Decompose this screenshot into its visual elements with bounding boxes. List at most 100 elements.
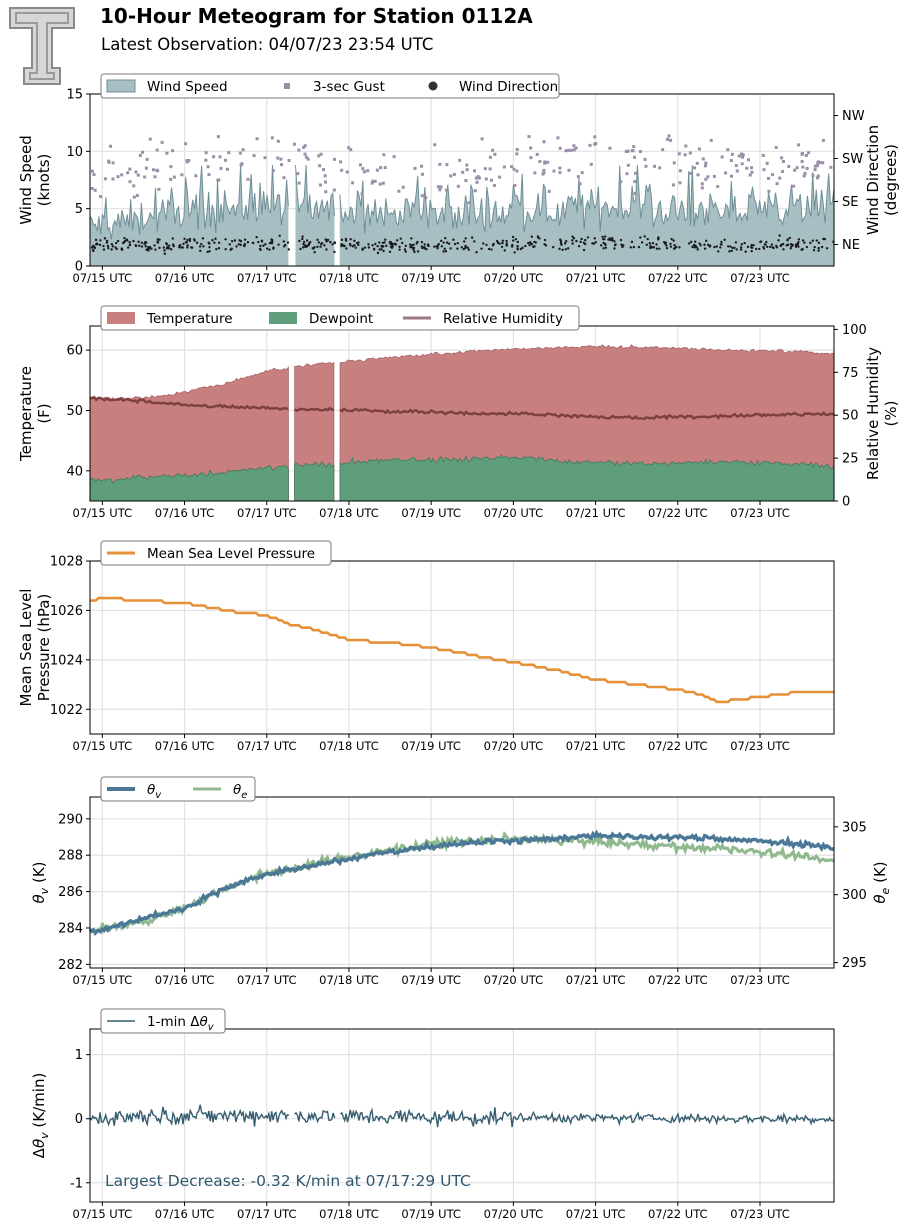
gust-point (781, 169, 785, 173)
wind-direction-point (467, 248, 471, 251)
gust-point (807, 151, 811, 155)
x-tick-label: 07/19 UTC (401, 1207, 461, 1221)
gust-point (420, 172, 424, 176)
wind-direction-point (381, 241, 385, 245)
gust-point (303, 152, 307, 156)
wind-direction-point (183, 237, 186, 240)
wind-direction-point (822, 237, 825, 241)
wind-direction-point (268, 248, 271, 251)
wind-direction-point (217, 241, 221, 244)
dtheta-line (294, 1109, 336, 1124)
gust-point (461, 170, 465, 174)
gust-point (99, 195, 103, 199)
gust-point (171, 149, 175, 153)
gust-point (132, 195, 136, 199)
wind-direction-point (580, 237, 583, 241)
wind-direction-point (691, 245, 694, 249)
gust-point (533, 171, 537, 175)
wind-direction-point (162, 246, 165, 249)
wind-direction-point (415, 242, 418, 245)
wind-direction-point (443, 247, 446, 251)
gust-point (306, 157, 310, 161)
wind-direction-point (780, 243, 783, 246)
wind-direction-point (211, 238, 214, 242)
wind-direction-point (613, 240, 616, 243)
wind-direction-point (531, 245, 535, 248)
wind-direction-point (673, 244, 676, 247)
gust-point (558, 166, 562, 170)
wind-direction-point (485, 243, 488, 247)
gust-point (333, 157, 337, 161)
x-tick-label: 07/17 UTC (237, 739, 297, 753)
wind-direction-point (344, 237, 348, 241)
wind-direction-point (571, 235, 574, 238)
gust-point (493, 152, 497, 156)
gust-point (103, 177, 107, 181)
wind-direction-point (464, 246, 467, 250)
wind-direction-point (594, 241, 597, 244)
wind-direction-point (307, 242, 311, 245)
gust-point (529, 146, 533, 150)
panel-3: 07/15 UTC 07/16 UTC 07/17 UTC 07/18 UTC 07/1… (17, 540, 835, 753)
wind-direction-point (604, 246, 608, 249)
dtheta-line (339, 1107, 835, 1128)
wind-direction-point (140, 245, 144, 248)
gust-point (593, 135, 597, 139)
wind-direction-point (777, 239, 780, 242)
wind-direction-point (582, 248, 586, 252)
gust-point (92, 173, 96, 177)
y-right-tick-label: 25 (842, 452, 859, 467)
wind-direction-point (803, 241, 806, 244)
wind-direction-point (754, 247, 758, 251)
gust-point (724, 171, 728, 175)
wind-direction-point (361, 248, 364, 251)
wind-direction-point (304, 245, 307, 248)
gust-point (580, 171, 584, 175)
wind-direction-point (202, 245, 205, 248)
wind-direction-point (122, 240, 126, 244)
wind-direction-point (817, 246, 820, 250)
wind-direction-point (147, 245, 150, 249)
wind-direction-point (287, 248, 291, 251)
wind-direction-point (797, 245, 800, 248)
wind-direction-point (564, 239, 568, 243)
gust-point (474, 176, 478, 180)
gust-point (747, 158, 751, 162)
wind-direction-point (163, 249, 166, 252)
gust-point (217, 178, 221, 182)
wind-direction-point (566, 247, 570, 250)
wind-direction-point (215, 247, 218, 251)
wind-direction-point (145, 248, 148, 252)
gust-point (276, 139, 280, 143)
wind-direction-point (92, 248, 95, 252)
wind-direction-point (224, 238, 227, 241)
wind-direction-point (324, 238, 327, 241)
gust-point (157, 187, 161, 191)
wind-direction-point (815, 239, 818, 242)
wind-direction-point (444, 250, 448, 253)
gust-point (488, 167, 492, 171)
gust-point (475, 180, 479, 184)
y-right-tick-label: NW (842, 109, 865, 124)
wind-direction-point (758, 247, 761, 251)
wind-direction-point (770, 243, 774, 246)
wind-direction-point (657, 236, 660, 239)
gust-point (270, 136, 274, 140)
wind-direction-point (345, 247, 348, 250)
wind-direction-point (340, 238, 344, 242)
wind-direction-point (401, 241, 404, 245)
wind-direction-point (98, 243, 102, 247)
wind-direction-point (186, 244, 189, 247)
gust-point (669, 138, 673, 142)
gust-point (762, 168, 766, 172)
wind-direction-point (717, 250, 720, 253)
plot-frame (89, 796, 835, 969)
page-title: 10-Hour Meteogram for Station 0112A (100, 4, 533, 28)
wind-direction-point (527, 241, 530, 245)
gust-point (458, 158, 462, 162)
x-tick-label: 07/18 UTC (319, 739, 379, 753)
legend-label: θe (233, 782, 247, 801)
wind-direction-point (144, 241, 147, 245)
wind-direction-point (695, 246, 698, 249)
wind-direction-point (571, 242, 574, 245)
